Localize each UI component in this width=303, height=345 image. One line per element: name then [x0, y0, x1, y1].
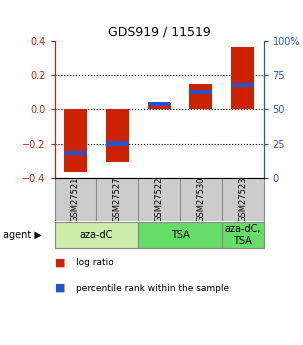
Text: GSM27521: GSM27521	[71, 177, 80, 222]
Text: TSA: TSA	[171, 230, 189, 240]
Bar	[138, 222, 222, 248]
Bar	[148, 102, 170, 106]
Bar	[106, 141, 128, 146]
Title: GDS919 / 11519: GDS919 / 11519	[108, 26, 211, 39]
Bar	[55, 222, 138, 248]
Text: ■: ■	[55, 257, 65, 267]
Bar	[232, 83, 254, 87]
Bar	[106, 109, 129, 162]
Bar	[231, 47, 254, 109]
Bar	[189, 84, 212, 109]
Text: log ratio: log ratio	[76, 258, 114, 267]
Text: GSM27523: GSM27523	[238, 177, 247, 222]
Bar	[222, 222, 264, 248]
Text: aza-dC: aza-dC	[80, 230, 113, 240]
Text: GSM27530: GSM27530	[196, 177, 205, 222]
Text: GSM27527: GSM27527	[113, 177, 122, 222]
Bar	[148, 103, 171, 109]
Text: aza-dC,
TSA: aza-dC, TSA	[225, 224, 261, 246]
Bar	[64, 109, 87, 172]
Text: agent ▶: agent ▶	[3, 230, 42, 240]
Bar	[65, 151, 86, 155]
Bar	[190, 90, 212, 94]
Text: GSM27522: GSM27522	[155, 177, 164, 222]
Text: percentile rank within the sample: percentile rank within the sample	[76, 284, 229, 293]
Text: ■: ■	[55, 283, 65, 293]
